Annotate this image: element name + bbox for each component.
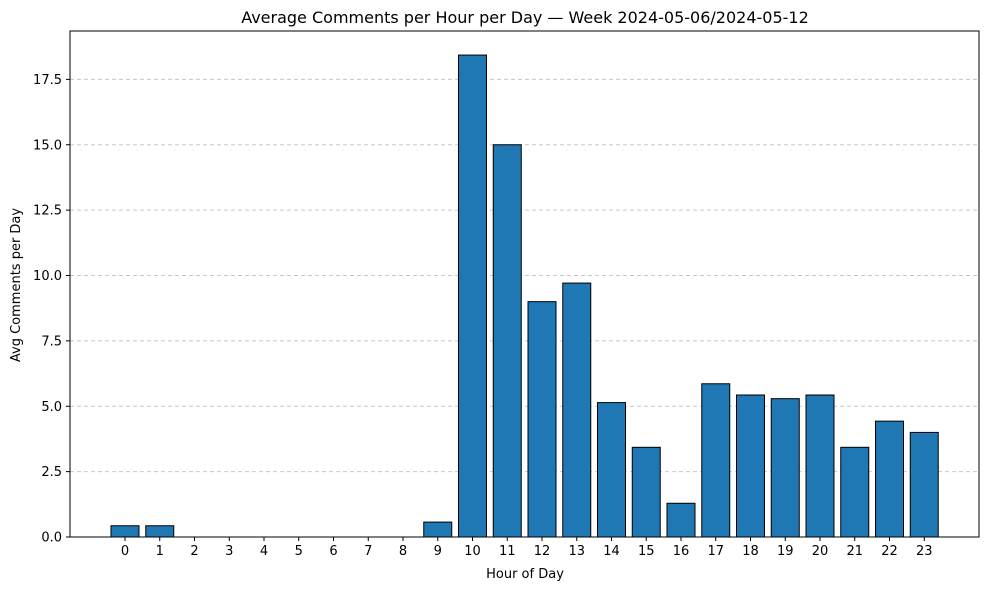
y-tick-label: 5.0: [41, 400, 62, 415]
x-tick-label: 7: [364, 544, 372, 559]
bar-hour-0: [110, 525, 140, 538]
x-tick-label: 4: [260, 544, 268, 559]
x-tick-label: 5: [295, 544, 303, 559]
bar-hour-11: [492, 144, 522, 538]
y-axis-ticks: 0.0 2.5 5.0 7.5 10.0 12.5 15.0 17.5: [33, 73, 70, 546]
y-tick-label: 2.5: [41, 465, 62, 480]
y-tick-label: 17.5: [33, 73, 62, 88]
bar-hour-10: [458, 54, 487, 538]
bar-hour-19: [770, 398, 800, 538]
y-tick-label: 0.0: [41, 531, 62, 546]
x-tick-label: 17: [707, 544, 724, 559]
x-tick-label: 14: [603, 544, 620, 559]
bar-hour-9: [423, 521, 453, 538]
y-tick-label: 7.5: [41, 334, 62, 349]
bar-hour-20: [805, 394, 835, 538]
plot-frame: [69, 30, 980, 538]
bar-hour-13: [562, 282, 592, 538]
x-tick-label: 23: [916, 544, 933, 559]
x-tick-label: 19: [777, 544, 794, 559]
bar-hour-15: [631, 446, 661, 538]
gridlines: [70, 78, 979, 473]
x-axis-ticks: 0 1 2 3 4 5 6 7 8 9 10 11 12 13 14 15 16 17 18 19 20 21 22 23: [121, 537, 933, 559]
bar-hour-12: [527, 301, 557, 538]
x-tick-label: 1: [156, 544, 164, 559]
x-tick-label: 10: [464, 544, 481, 559]
x-tick-label: 15: [638, 544, 655, 559]
x-tick-label: 2: [190, 544, 198, 559]
y-tick-label: 15.0: [33, 138, 62, 153]
x-tick-label: 9: [434, 544, 442, 559]
bar-hour-21: [840, 446, 870, 538]
bar-hour-1: [145, 525, 175, 538]
x-tick-label: 3: [225, 544, 233, 559]
y-tick-label: 12.5: [33, 204, 62, 219]
x-tick-label: 12: [534, 544, 551, 559]
bar-hour-17: [701, 383, 731, 538]
bar-hour-22: [875, 420, 904, 538]
bar-hour-16: [666, 502, 696, 538]
x-tick-label: 18: [742, 544, 759, 559]
x-tick-label: 11: [499, 544, 516, 559]
y-tick-label: 10.0: [33, 269, 62, 284]
bar-hour-14: [597, 402, 626, 538]
bar-hour-23: [909, 431, 939, 538]
y-axis-label: Avg Comments per Day: [9, 208, 24, 363]
x-tick-label: 21: [846, 544, 863, 559]
bar-hour-18: [736, 394, 765, 538]
x-tick-label: 6: [329, 544, 337, 559]
x-tick-label: 22: [881, 544, 898, 559]
x-axis-label: Hour of Day: [486, 567, 564, 582]
bars: [110, 54, 939, 538]
chart-title: Average Comments per Hour per Day — Week…: [241, 8, 809, 27]
x-tick-label: 16: [673, 544, 690, 559]
x-tick-label: 0: [121, 544, 129, 559]
x-tick-label: 13: [568, 544, 585, 559]
x-tick-label: 20: [812, 544, 829, 559]
x-tick-label: 8: [399, 544, 407, 559]
